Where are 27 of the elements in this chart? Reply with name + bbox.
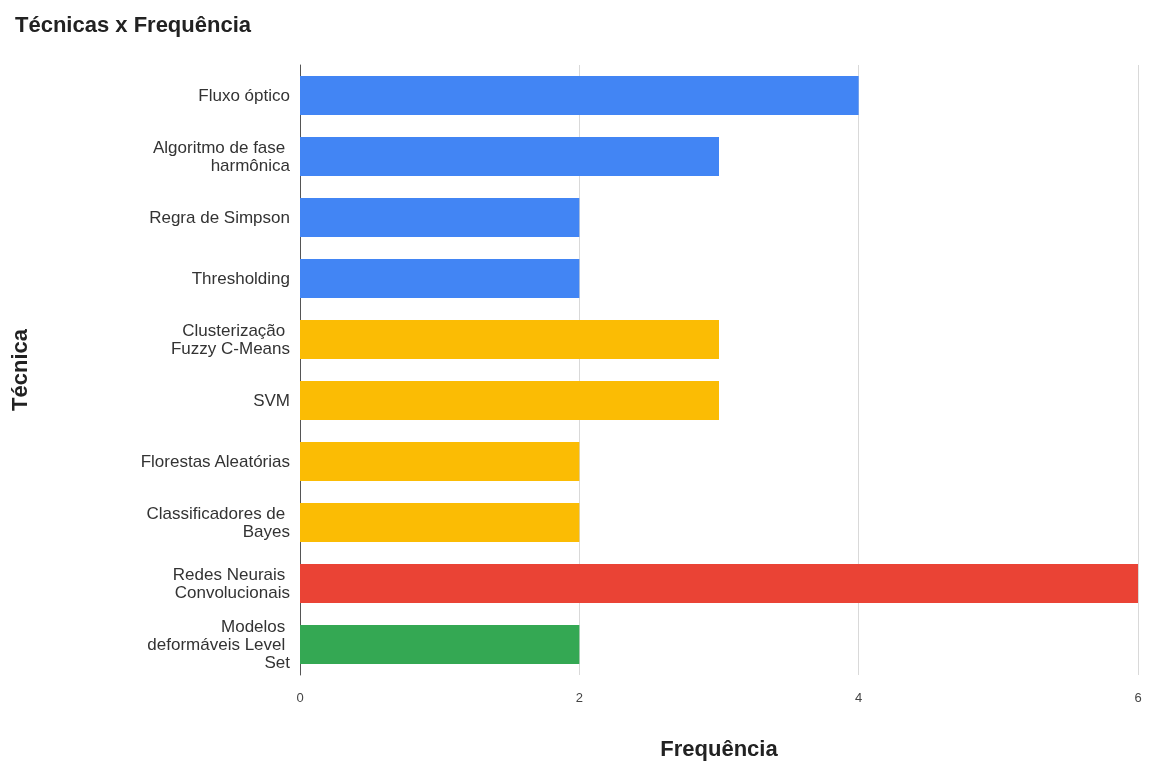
x-tick-label: 2 <box>575 690 583 705</box>
y-tick-label: Regra de Simpson <box>149 208 290 227</box>
bar <box>300 258 580 299</box>
bar <box>300 197 580 238</box>
y-tick-label: Thresholding <box>191 269 290 288</box>
bar <box>300 136 719 177</box>
chart-title: Técnicas x Frequência <box>15 11 252 37</box>
x-axis-title: Frequência <box>660 735 779 761</box>
y-tick-label: Fluxo óptico <box>198 86 290 105</box>
y-tick-label: Algoritmo de fase harmônica <box>152 138 291 175</box>
bar <box>300 319 719 360</box>
y-axis-title: Técnica <box>6 328 32 411</box>
y-tick-label: SVM <box>253 391 290 410</box>
x-tick-label: 0 <box>296 690 304 705</box>
bar <box>300 441 580 482</box>
y-tick-label: Modelos deformáveis Level Set <box>147 617 291 672</box>
x-tick-label: 4 <box>855 690 863 705</box>
bar <box>300 502 580 543</box>
x-tick-label: 6 <box>1134 690 1142 705</box>
y-tick-label: Redes Neurais Convolucionais <box>172 565 290 602</box>
y-tick-label: Clusterização Fuzzy C-Means <box>170 321 290 358</box>
bar <box>300 624 580 665</box>
bar <box>300 563 1138 604</box>
bar <box>300 380 719 421</box>
y-tick-label: Florestas Aleatórias <box>140 452 290 471</box>
bar <box>300 75 859 116</box>
y-tick-label: Classificadores de Bayes <box>146 504 290 541</box>
